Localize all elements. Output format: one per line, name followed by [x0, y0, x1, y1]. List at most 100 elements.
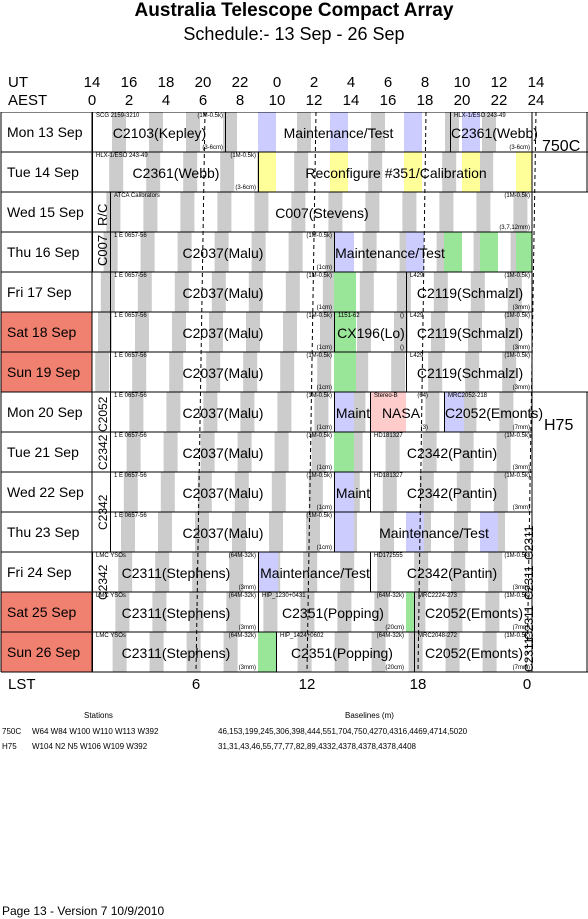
hour-stripe: [206, 352, 221, 392]
hour-stripe: [448, 592, 463, 632]
hour-stripe: [288, 232, 303, 272]
lst-line: [417, 112, 427, 673]
schedule-block: C2342(Pantin) HD181327 (1M-0.5k) (3mm): [370, 432, 533, 472]
day-label: Fri 24 Sep: [7, 564, 72, 580]
hour-stripe: [174, 272, 189, 312]
block-title: Maintenance/Test: [283, 125, 394, 141]
hour-stripe: [362, 232, 377, 272]
block-source: L429: [410, 353, 424, 359]
block-band: (3-6cm): [235, 185, 256, 191]
hour-stripe: [322, 272, 337, 312]
schedule-block: Maint: [334, 472, 371, 512]
stations-list: W104 N2 N5 W106 W109 W392: [32, 742, 148, 751]
hour-stripe: [177, 232, 192, 272]
block-title: C2119(Schmalzl): [416, 285, 524, 301]
block-band: (1cm): [316, 265, 332, 271]
hour-stripe: [294, 152, 309, 192]
block-band: (1cm): [316, 305, 332, 311]
hour-stripe: [100, 272, 115, 312]
block-band: (20cm): [385, 625, 404, 631]
calib-stripe: [330, 152, 348, 192]
block-title: C2037(Malu): [182, 325, 264, 341]
ut-tick: 22: [231, 74, 249, 91]
hour-stripe: [271, 472, 286, 512]
hour-stripe: [137, 272, 152, 312]
maint-stripe: [334, 472, 354, 512]
block-correlator: (1M-0.5k): [306, 473, 332, 479]
hour-stripe: [135, 312, 149, 352]
hour-stripe: [359, 272, 374, 312]
config-h75: H75: [544, 417, 574, 434]
vertical-project-label: C2311: [522, 605, 536, 640]
vertical-project-label: C2342: [96, 494, 110, 530]
hour-stripe: [433, 272, 448, 312]
schedule-block: C2342(Pantin) HD172555 (1M-0.5k) (3mm): [370, 552, 533, 592]
hour-stripe: [143, 192, 158, 232]
hour-stripe: [180, 192, 195, 232]
stations-heading: Stations: [84, 711, 113, 720]
vertical-project-label: C2342: [96, 434, 110, 470]
hour-stripe: [428, 352, 443, 392]
block-band: (1cm): [316, 345, 332, 351]
block-band: (3-6cm): [509, 145, 530, 151]
hour-stripe: [126, 432, 141, 472]
hour-stripe: [132, 352, 147, 392]
block-title: C2037(Malu): [182, 365, 264, 381]
day-label: Sun 26 Sep: [7, 644, 81, 660]
block-correlator: (1M-0.5k): [504, 353, 530, 359]
hour-stripe: [300, 592, 315, 632]
hour-stripe: [414, 552, 429, 592]
schedule-block: Maintenance/Test: [225, 112, 451, 152]
green-stripe: [258, 632, 276, 672]
hour-stripe: [442, 152, 457, 192]
block-title: C2361(Webb): [132, 165, 220, 181]
hour-stripe: [169, 352, 184, 392]
hour-stripe: [163, 432, 178, 472]
hour-stripe: [488, 552, 503, 592]
hour-stripe: [502, 352, 517, 392]
lst-line: [526, 112, 537, 673]
aest-tick: 8: [235, 92, 245, 109]
block-band: (3mm): [512, 385, 530, 391]
block-title: C2037(Malu): [182, 525, 264, 541]
block-correlator: (1M-0.5k): [306, 353, 332, 359]
lst-line: [195, 112, 206, 673]
schedule-block: C2052(Emonts) MRC2048-272 (1M-0.5k) (7mm): [414, 632, 533, 672]
block-title: C2037(Malu): [182, 285, 264, 301]
hour-stripe: [226, 592, 241, 632]
day-label: Sat 25 Sep: [7, 604, 77, 620]
vertical-project-label: C2052: [96, 396, 110, 432]
block-correlator: (1M-0.5k): [504, 593, 530, 599]
lst-tick: 12: [298, 676, 316, 693]
hour-stripe: [297, 632, 312, 672]
block-title: R/C: [95, 203, 110, 226]
hour-stripe: [351, 392, 366, 432]
green-stripe: [334, 272, 356, 312]
green-stripe: [516, 232, 532, 272]
hour-stripe: [112, 632, 127, 672]
schedule-block: C2037(Malu) 1 E 0657-56 (1M-0.5k) (1cm): [110, 312, 335, 352]
hour-stripe: [246, 312, 260, 352]
hour-stripe: [408, 632, 423, 672]
block-title: CX196(Lo): [337, 325, 405, 341]
hour-stripe: [243, 352, 258, 392]
block-source: 1 E 0657-56: [114, 233, 147, 239]
hour-stripe: [337, 592, 352, 632]
schedule-block: C2119(Schmalzl) L429 (1M-0.5k) (3mm): [406, 272, 533, 312]
block-source: HLX-1/ESO 243-49: [454, 113, 506, 119]
hour-stripe: [354, 352, 369, 392]
schedule-block: NASA Stereo-B (64) (3): [370, 392, 431, 432]
block-band: (7mm): [512, 425, 530, 431]
block-band: (1cm): [316, 465, 332, 471]
weekend-row-bg: [1, 592, 92, 632]
block-title: Maint: [335, 485, 371, 501]
block-source: ATCA Calibrators: [114, 193, 160, 199]
hour-stripe: [211, 272, 226, 312]
block-band: (3mm): [238, 585, 256, 591]
block-title: C007(Stevens): [275, 205, 369, 221]
hour-stripe: [368, 152, 383, 192]
block-source: 1 E 0657-56: [114, 313, 147, 319]
block-title: C2311(Stephens): [121, 645, 231, 661]
green-stripe: [406, 592, 414, 632]
calib-stripe: [462, 152, 480, 192]
